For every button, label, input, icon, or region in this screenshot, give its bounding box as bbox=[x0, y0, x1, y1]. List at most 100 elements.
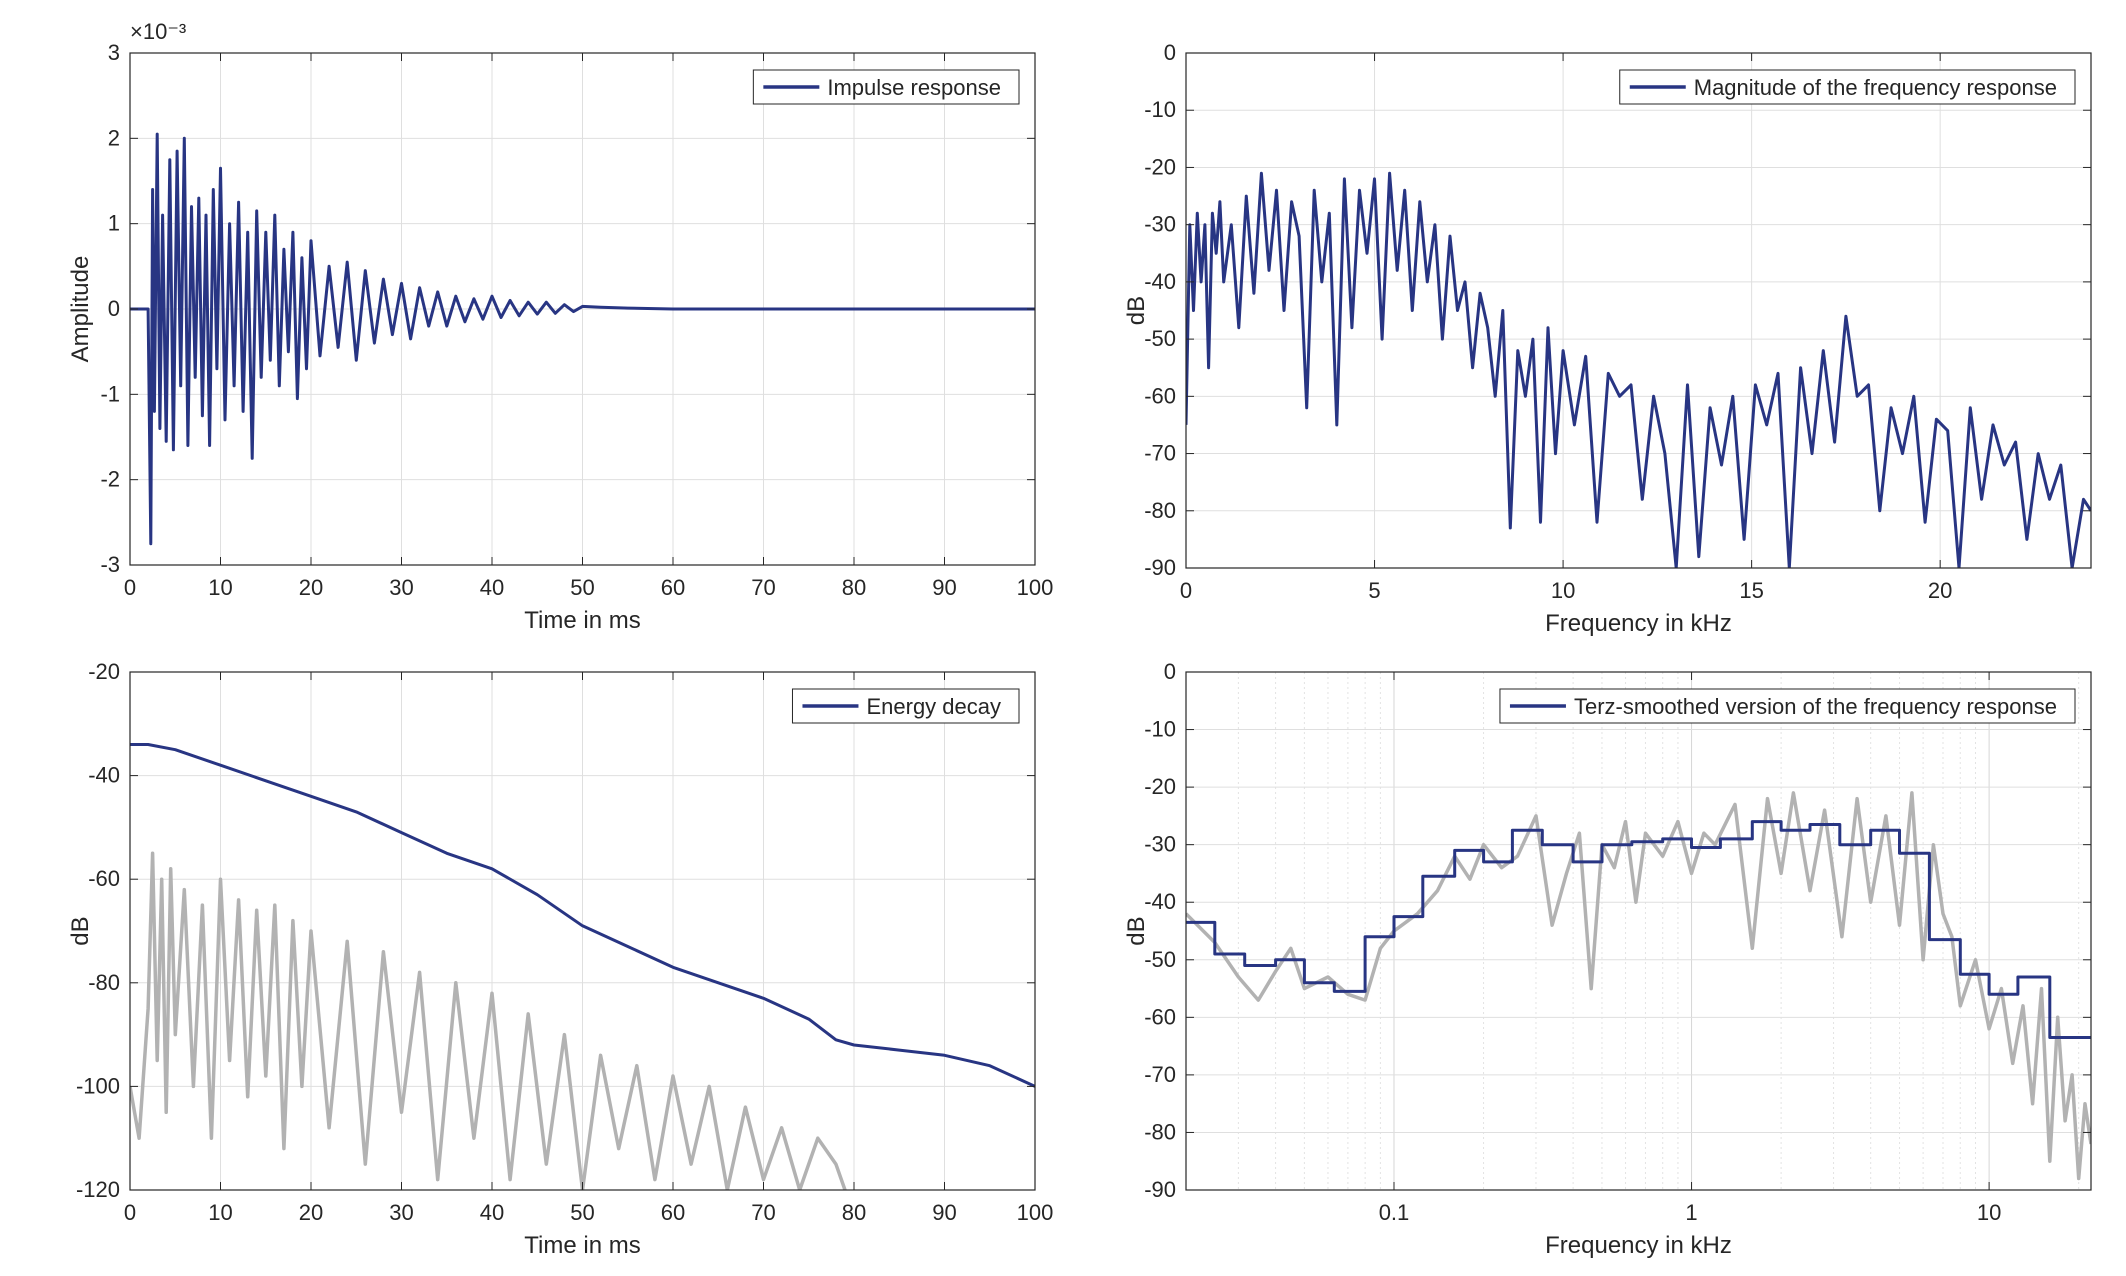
x-tick-label: 40 bbox=[480, 1200, 504, 1225]
y-tick-label: -50 bbox=[1144, 326, 1176, 351]
y-axis-label: dB bbox=[1123, 916, 1150, 945]
x-tick-label: 10 bbox=[1977, 1200, 2001, 1225]
y-tick-label: -80 bbox=[88, 970, 120, 995]
series-line bbox=[130, 132, 1035, 546]
reference-line bbox=[1186, 791, 2091, 1181]
y-tick-label: -50 bbox=[1144, 947, 1176, 972]
y-tick-label: 3 bbox=[108, 40, 120, 65]
x-tick-label: 50 bbox=[570, 575, 594, 600]
chart-energy: 0 10 20 30 40 50 60 70 80 90 100 -20 -40 -60 -80 -100 -1… bbox=[67, 659, 1053, 1259]
y-axis-label: dB bbox=[1123, 296, 1150, 325]
x-tick-label: 0.1 bbox=[1379, 1200, 1410, 1225]
x-axis-label: Frequency in kHz bbox=[1545, 1232, 1732, 1259]
x-tick-label: 0 bbox=[124, 575, 136, 600]
x-tick-label: 30 bbox=[389, 1200, 413, 1225]
x-tick-label: 70 bbox=[751, 1200, 775, 1225]
legend: Impulse response bbox=[752, 69, 1020, 105]
x-tick-label: 20 bbox=[299, 575, 323, 600]
x-axis-label: Time in ms bbox=[524, 1232, 640, 1259]
y-axis-label: dB bbox=[67, 916, 94, 945]
y-tick-label: -90 bbox=[1144, 555, 1176, 580]
axes-box bbox=[1185, 671, 2092, 1191]
legend-box bbox=[1499, 688, 2076, 724]
x-tick-label: 5 bbox=[1368, 578, 1380, 603]
y-tick-label: -40 bbox=[1144, 269, 1176, 294]
y-tick-label: -120 bbox=[76, 1177, 120, 1202]
x-axis-label: Frequency in kHz bbox=[1545, 610, 1732, 637]
x-tick-label: 10 bbox=[208, 575, 232, 600]
y-tick-label: -1 bbox=[100, 381, 120, 406]
x-tick-label: 60 bbox=[661, 575, 685, 600]
y-tick-label: 0 bbox=[1164, 40, 1176, 65]
x-tick-label: 10 bbox=[1551, 578, 1575, 603]
y-tick-label: -2 bbox=[100, 467, 120, 492]
y-tick-label: 0 bbox=[108, 296, 120, 321]
y-tick-label: -70 bbox=[1144, 441, 1176, 466]
x-tick-label: 80 bbox=[842, 575, 866, 600]
y-tick-label: -90 bbox=[1144, 1177, 1176, 1202]
chart-magnitude: 0 5 10 15 20 0 -10 -20 -30 -40 -50 -60 -70 -80 -90 Freq… bbox=[1123, 40, 2092, 637]
x-tick-label: 50 bbox=[570, 1200, 594, 1225]
x-tick-label: 90 bbox=[932, 1200, 956, 1225]
y-tick-label: 2 bbox=[108, 125, 120, 150]
x-tick-label: 70 bbox=[751, 575, 775, 600]
y-tick-label: -20 bbox=[1144, 154, 1176, 179]
y-tick-label: -40 bbox=[88, 763, 120, 788]
series-line bbox=[1186, 171, 2091, 568]
y-axis-label: Amplitude bbox=[67, 256, 94, 363]
x-tick-label: 0 bbox=[124, 1200, 136, 1225]
x-tick-label: 15 bbox=[1739, 578, 1763, 603]
x-tick-label: 0 bbox=[1180, 578, 1192, 603]
series-group bbox=[1186, 791, 2091, 1181]
series-line bbox=[130, 743, 1035, 1088]
y-tick-label: -80 bbox=[1144, 1119, 1176, 1144]
legend: Magnitude of the frequency response bbox=[1619, 69, 2076, 105]
x-tick-label: 100 bbox=[1017, 1200, 1054, 1225]
x-tick-label: 60 bbox=[661, 1200, 685, 1225]
y-tick-label: -10 bbox=[1144, 717, 1176, 742]
y-tick-label: -30 bbox=[1144, 832, 1176, 857]
series-line bbox=[1186, 820, 2091, 1039]
x-tick-label: 30 bbox=[389, 575, 413, 600]
y-tick-label: -40 bbox=[1144, 889, 1176, 914]
plot-area bbox=[1186, 672, 2091, 1190]
x-axis-label: Time in ms bbox=[524, 607, 640, 634]
y-tick-label: -60 bbox=[88, 866, 120, 891]
series-group bbox=[130, 743, 1035, 1190]
legend-label: Energy decay bbox=[866, 694, 1001, 719]
y-tick-label: -60 bbox=[1144, 383, 1176, 408]
x-tick-label: 80 bbox=[842, 1200, 866, 1225]
legend-label: Impulse response bbox=[827, 75, 1001, 100]
legend-label: Magnitude of the frequency response bbox=[1694, 75, 2057, 100]
y-tick-label: -80 bbox=[1144, 498, 1176, 523]
y-tick-label: -20 bbox=[1144, 774, 1176, 799]
axis-exponent-label: ×10⁻³ bbox=[130, 19, 186, 44]
y-tick-label: -100 bbox=[76, 1073, 120, 1098]
axes-box bbox=[1185, 52, 2092, 569]
y-tick-label: 0 bbox=[1164, 659, 1176, 684]
series-group bbox=[1186, 171, 2091, 568]
y-tick-label: 1 bbox=[108, 211, 120, 236]
y-tick-label: -10 bbox=[1144, 97, 1176, 122]
plot-area bbox=[1186, 53, 2091, 568]
x-tick-label: 40 bbox=[480, 575, 504, 600]
x-tick-label: 20 bbox=[299, 1200, 323, 1225]
x-tick-label: 20 bbox=[1928, 578, 1952, 603]
legend-box bbox=[1619, 69, 2076, 105]
legend: Energy decay bbox=[791, 688, 1020, 724]
x-tick-label: 90 bbox=[932, 575, 956, 600]
y-tick-label: -30 bbox=[1144, 212, 1176, 237]
reference-line bbox=[130, 851, 847, 1190]
series-group bbox=[130, 132, 1035, 546]
x-tick-label: 1 bbox=[1685, 1200, 1697, 1225]
y-tick-label: -20 bbox=[88, 659, 120, 684]
y-tick-label: -3 bbox=[100, 552, 120, 577]
x-tick-label: 10 bbox=[208, 1200, 232, 1225]
y-tick-label: -70 bbox=[1144, 1062, 1176, 1087]
chart-impulse: 0 10 20 30 40 50 60 70 80 90 100 -3 -2 -1 0 1 2 3 Time in … bbox=[67, 19, 1053, 634]
legend: Terz-smoothed version of the frequency r… bbox=[1499, 688, 2076, 724]
x-tick-label: 100 bbox=[1017, 575, 1054, 600]
chart-terz: 0.1 1 10 0 -10 -20 -30 -40 -50 -60 -70 -80 -90 Freque… bbox=[1123, 659, 2092, 1259]
y-tick-label: -60 bbox=[1144, 1004, 1176, 1029]
